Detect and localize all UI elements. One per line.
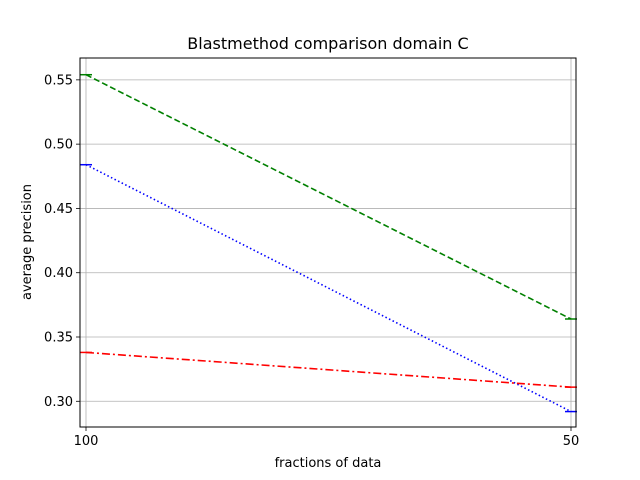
x-tick-label: 100 [74, 434, 99, 449]
x-axis-label: fractions of data [275, 456, 382, 471]
series-line-1 [85, 73, 572, 320]
series-line-3 [85, 351, 572, 388]
y-tick-label: 0.40 [44, 266, 73, 281]
y-tick-label: 0.50 [44, 138, 73, 153]
series-lines [80, 73, 577, 413]
series-line-2 [85, 164, 572, 413]
y-tick-label: 0.55 [44, 73, 73, 88]
y-tick-label: 0.30 [44, 395, 73, 410]
y-tick-label: 0.45 [44, 202, 73, 217]
plot-area-frame [79, 57, 577, 428]
chart-title: Blastmethod comparison domain C [187, 34, 468, 53]
x-tick-label: 50 [563, 434, 580, 449]
axis-ticks: 0.30 0.35 0.40 0.45 0.50 0.55 100 50 [44, 73, 579, 449]
grid-lines [80, 58, 576, 427]
y-axis-label: average precision [20, 184, 35, 300]
y-tick-label: 0.35 [44, 331, 73, 346]
